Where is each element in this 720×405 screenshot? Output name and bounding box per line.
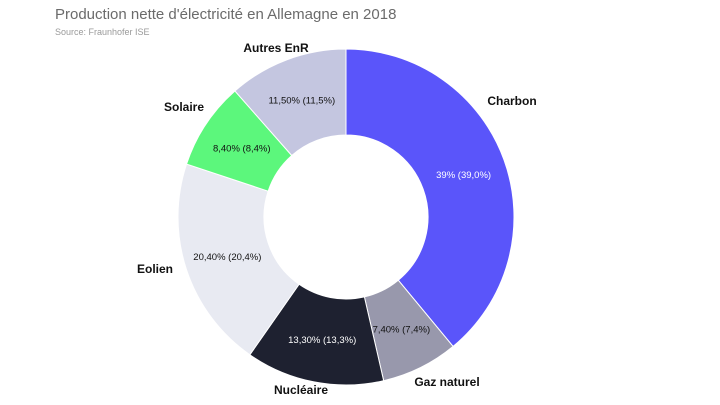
category-label-solaire: Solaire — [164, 100, 204, 114]
value-label-charbon: 39% (39,0%) — [436, 170, 491, 181]
category-label-charbon: Charbon — [487, 94, 536, 108]
slice-charbon — [345, 48, 515, 348]
category-label-gaz-naturel: Gaz naturel — [414, 375, 479, 389]
slice-autres-enr — [234, 48, 347, 157]
donut-slices — [177, 48, 515, 386]
category-label-autres-enr: Autres EnR — [243, 41, 309, 55]
value-label-eolien: 20,40% (20,4%) — [193, 252, 261, 263]
donut-category-labels: Charbon Gaz naturel Nucléaire Eolien Solaire… — [137, 41, 537, 397]
value-label-solaire: 8,40% (8,4%) — [213, 144, 271, 155]
category-label-nucleaire: Nucléaire — [274, 383, 328, 397]
value-label-gaz-naturel: 7,40% (7,4%) — [373, 325, 431, 336]
value-label-autres-enr: 11,50% (11,5%) — [268, 96, 335, 107]
category-label-eolien: Eolien — [137, 262, 173, 276]
slice-eolien — [177, 163, 300, 356]
chart-subtitle: Source: Fraunhofer ISE — [55, 27, 150, 37]
chart-title: Production nette d'électricité en Allema… — [55, 6, 397, 23]
value-label-nucleaire: 13,30% (13,3%) — [288, 335, 356, 346]
donut-value-labels: 39% (39,0%) 7,40% (7,4%) 13,30% (13,3%) 20,… — [193, 96, 491, 347]
